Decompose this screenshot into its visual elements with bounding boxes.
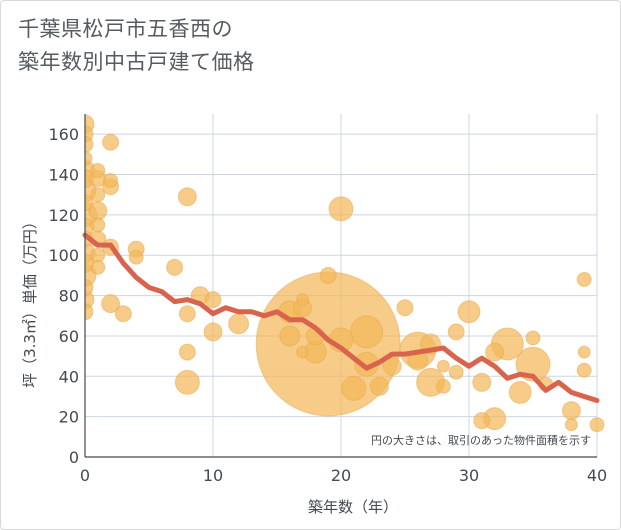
bubble-point bbox=[114, 305, 132, 323]
bubble-point bbox=[576, 271, 592, 287]
bubble-point bbox=[279, 325, 301, 347]
bubble-size-note: 円の大きさは、取引のあった物件面積を示す bbox=[371, 433, 591, 447]
bubble-point bbox=[85, 279, 94, 297]
bubble-point bbox=[435, 378, 451, 394]
y-tick-label: 160 bbox=[48, 125, 79, 144]
bubble-point bbox=[341, 375, 367, 401]
bubble-point bbox=[369, 376, 389, 396]
y-tick-label: 60 bbox=[59, 327, 79, 346]
bubble-point bbox=[102, 133, 120, 151]
bubble-point bbox=[204, 291, 222, 309]
grid-lines bbox=[85, 114, 598, 457]
y-tick-label: 140 bbox=[48, 166, 79, 185]
average-price-line bbox=[82, 232, 600, 403]
bubble-point bbox=[228, 313, 250, 335]
bubble-point bbox=[174, 369, 200, 395]
bubble-point bbox=[90, 259, 106, 275]
y-axis-title: 坪（3.3㎡）単価（万円） bbox=[21, 214, 39, 388]
bubble-point bbox=[85, 303, 94, 321]
bubble-point bbox=[589, 417, 605, 433]
bubble-point bbox=[577, 345, 591, 359]
axes: 0 20 40 60 80 100 120 140 160 0 10 20 30 40 bbox=[48, 114, 607, 485]
bubble-point bbox=[90, 187, 106, 203]
bubble-point bbox=[296, 293, 310, 307]
y-tick-label: 0 bbox=[69, 448, 79, 467]
bubble-point bbox=[319, 266, 337, 284]
bubble-point bbox=[485, 342, 505, 362]
chart-title: 千葉県松戸市五香西の 築年数別中古戸建て価格 bbox=[18, 13, 255, 79]
bubble-point bbox=[85, 194, 94, 212]
y-tick-label: 80 bbox=[59, 287, 79, 306]
bubble-series bbox=[85, 114, 605, 433]
y-tick-label: 120 bbox=[48, 206, 79, 225]
chart-title-line-1: 千葉県松戸市五香西の bbox=[18, 17, 233, 41]
x-tick-label: 10 bbox=[203, 466, 223, 485]
bubble-point bbox=[436, 359, 450, 373]
bubble-point bbox=[525, 330, 541, 346]
x-tick-label: 20 bbox=[331, 466, 351, 485]
bubble-point bbox=[472, 372, 492, 392]
x-tick-label: 40 bbox=[587, 466, 607, 485]
bubble-point bbox=[457, 300, 481, 324]
bubble-point bbox=[101, 294, 121, 314]
bubble-point bbox=[473, 412, 491, 430]
bubble-point bbox=[296, 345, 310, 359]
bubble-point bbox=[350, 315, 384, 349]
bubble-point bbox=[178, 305, 196, 323]
x-tick-label: 30 bbox=[459, 466, 479, 485]
bubble-point bbox=[508, 380, 532, 404]
y-tick-label: 100 bbox=[48, 246, 79, 265]
bubble-point bbox=[85, 150, 93, 166]
bubble-point bbox=[166, 258, 184, 276]
bubble-point bbox=[177, 187, 197, 207]
x-axis-title: 築年数（年） bbox=[308, 498, 398, 516]
bubble-point bbox=[90, 162, 106, 178]
bubble-point bbox=[382, 356, 402, 376]
bubble-point bbox=[328, 196, 354, 222]
y-tick-label: 20 bbox=[59, 408, 79, 427]
bubble-point bbox=[561, 401, 581, 421]
bubble-point bbox=[203, 322, 223, 342]
y-tick-label: 40 bbox=[59, 367, 79, 386]
bubble-point bbox=[90, 217, 106, 233]
bubble-point bbox=[447, 323, 465, 341]
bubble-point bbox=[128, 249, 144, 265]
bubble-point bbox=[396, 299, 414, 317]
bubble-point bbox=[178, 343, 196, 361]
bubble-point bbox=[564, 418, 578, 432]
bubble-point bbox=[85, 135, 94, 153]
bubble-point bbox=[103, 173, 119, 189]
bubble-point bbox=[576, 362, 592, 378]
average-line-series bbox=[82, 232, 600, 403]
x-tick-label: 0 bbox=[80, 466, 90, 485]
bubble-point bbox=[448, 364, 464, 380]
chart-title-line-2: 築年数別中古戸建て価格 bbox=[18, 50, 255, 74]
